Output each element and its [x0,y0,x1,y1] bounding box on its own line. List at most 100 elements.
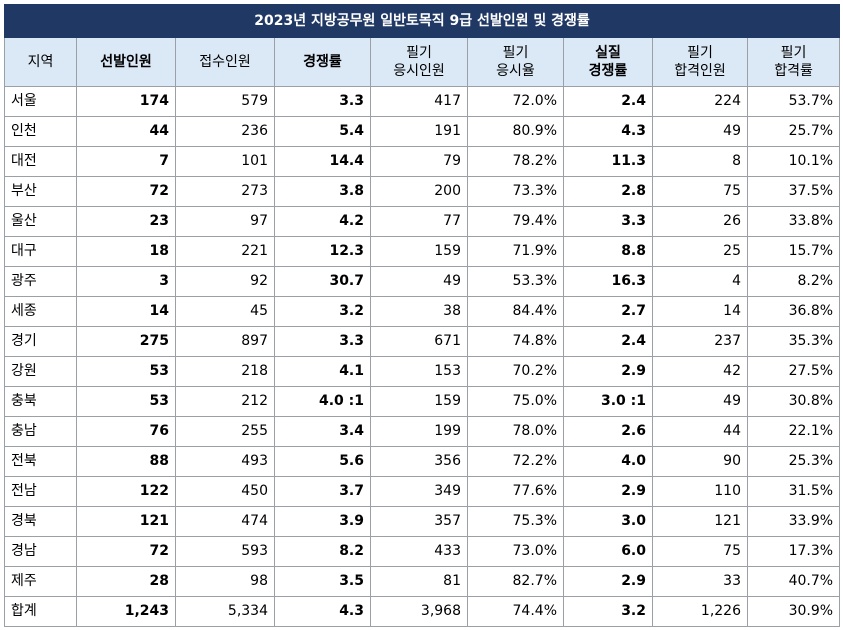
data-cell: 15.7% [746,236,841,267]
column-header: 접수인원 [175,37,275,87]
data-cell: 79 [370,146,468,177]
region-cell: 대전 [4,146,77,177]
data-cell: 75 [652,176,748,207]
data-cell: 4 [652,266,748,297]
data-cell: 2.9 [563,476,653,507]
data-cell: 45 [175,296,275,327]
data-cell: 237 [652,326,748,357]
region-cell: 전북 [4,446,77,477]
table-row: 서울 174 579 3.3 417 72.0% 2.4 224 53.7% [4,86,841,117]
table-row: 인천 44 236 5.4 191 80.9% 4.3 49 25.7% [4,116,841,147]
data-cell: 33 [652,566,748,597]
data-cell: 14 [652,296,748,327]
data-cell: 11.3 [563,146,653,177]
data-cell: 3.2 [563,596,653,627]
data-cell: 493 [175,446,275,477]
data-cell: 77.6% [467,476,564,507]
data-cell: 36.8% [746,296,841,327]
region-cell: 강원 [4,356,77,387]
region-cell: 광주 [4,266,77,297]
data-cell: 2.9 [563,566,653,597]
column-header-line1: 필기 [502,45,529,61]
data-cell: 2.6 [563,416,653,447]
data-cell: 579 [175,86,275,117]
data-cell: 49 [652,386,748,417]
data-cell: 25.7% [746,116,841,147]
data-cell: 79.4% [467,206,564,237]
data-cell: 28 [76,566,176,597]
region-cell: 경기 [4,326,77,357]
data-cell: 3.8 [274,176,371,207]
data-cell: 14 [76,296,176,327]
data-cell: 10.1% [746,146,841,177]
data-cell: 16.3 [563,266,653,297]
region-cell: 충북 [4,386,77,417]
table-row: 대전 7 101 14.4 79 78.2% 11.3 8 10.1% [4,146,841,177]
data-cell: 2.7 [563,296,653,327]
data-cell: 4.3 [563,116,653,147]
data-cell: 78.0% [467,416,564,447]
column-header: 선발인원 [76,37,176,87]
table-row: 울산 23 97 4.2 77 79.4% 3.3 26 33.8% [4,206,841,237]
region-cell: 전남 [4,476,77,507]
region-cell: 경북 [4,506,77,537]
table-container: 2023년 지방공무원 일반토목직 9급 선발인원 및 경쟁률 지역 선발인원 접수… [3,4,841,627]
data-cell: 159 [370,386,468,417]
data-cell: 4.2 [274,206,371,237]
data-cell: 417 [370,86,468,117]
data-cell: 200 [370,176,468,207]
table-row: 합계 1,243 5,334 4.3 3,968 74.4% 3.2 1,226 30.9% [4,596,841,627]
data-cell: 30.9% [746,596,841,627]
data-cell: 2.8 [563,176,653,207]
region-cell: 충남 [4,416,77,447]
data-cell: 53.3% [467,266,564,297]
data-cell: 23 [76,206,176,237]
data-cell: 3.7 [274,476,371,507]
data-cell: 40.7% [746,566,841,597]
data-cell: 8.2 [274,536,371,567]
data-cell: 2.4 [563,326,653,357]
data-cell: 3.2 [274,296,371,327]
data-cell: 71.9% [467,236,564,267]
column-header: 경쟁률 [274,37,371,87]
column-header-line2: 응시인원 [393,63,445,79]
data-cell: 357 [370,506,468,537]
data-cell: 26 [652,206,748,237]
table-row: 충남 76 255 3.4 199 78.0% 2.6 44 22.1% [4,416,841,447]
data-cell: 1,243 [76,596,176,627]
data-cell: 73.3% [467,176,564,207]
data-cell: 4.3 [274,596,371,627]
data-cell: 30.8% [746,386,841,417]
data-cell: 53.7% [746,86,841,117]
column-header-line2: 합격률 [774,63,813,79]
data-cell: 8.2% [746,266,841,297]
data-cell: 77 [370,206,468,237]
table-row: 대구 18 221 12.3 159 71.9% 8.8 25 15.7% [4,236,841,267]
data-cell: 1,226 [652,596,748,627]
data-cell: 82.7% [467,566,564,597]
data-cell: 3.0 :1 [563,386,653,417]
data-cell: 3 [76,266,176,297]
data-cell: 5.6 [274,446,371,477]
data-cell: 3.3 [274,86,371,117]
table-row: 전남 122 450 3.7 349 77.6% 2.9 110 31.5% [4,476,841,507]
column-header: 필기 합격률 [746,37,841,87]
table-body: 서울 174 579 3.3 417 72.0% 2.4 224 53.7% 인천 44 236 5.4… [4,86,841,627]
data-cell: 5.4 [274,116,371,147]
title-row: 2023년 지방공무원 일반토목직 9급 선발인원 및 경쟁률 [3,4,841,38]
data-cell: 97 [175,206,275,237]
data-cell: 38 [370,296,468,327]
data-cell: 88 [76,446,176,477]
data-cell: 474 [175,506,275,537]
data-cell: 80.9% [467,116,564,147]
data-cell: 5,334 [175,596,275,627]
data-cell: 356 [370,446,468,477]
data-cell: 75.3% [467,506,564,537]
data-cell: 70.2% [467,356,564,387]
data-cell: 12.3 [274,236,371,267]
data-cell: 6.0 [563,536,653,567]
region-cell: 경남 [4,536,77,567]
data-cell: 121 [76,506,176,537]
column-header-line1: 필기 [406,45,432,61]
